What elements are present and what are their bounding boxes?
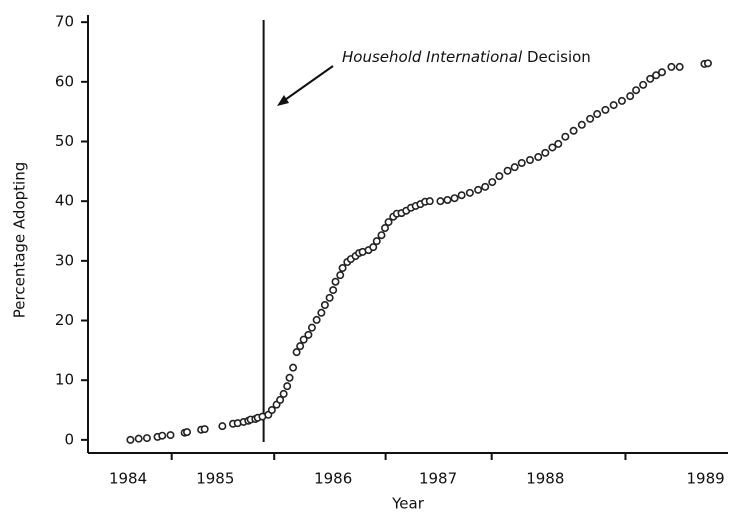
x-tick-label: 1989 — [687, 470, 725, 488]
point — [289, 363, 298, 372]
point — [200, 425, 209, 434]
point — [703, 59, 712, 68]
point — [675, 62, 684, 71]
y-tick-label: 70 — [55, 13, 74, 31]
point — [503, 166, 512, 175]
annotation-arrow — [281, 65, 334, 103]
point — [639, 80, 648, 89]
point — [495, 172, 504, 181]
point — [320, 301, 329, 310]
arrow-head — [277, 95, 289, 106]
point — [425, 197, 434, 206]
point — [586, 114, 595, 123]
point — [304, 330, 313, 339]
point — [617, 96, 626, 105]
point — [626, 92, 635, 101]
point — [377, 231, 386, 240]
point — [369, 243, 378, 252]
x-tick-label: 1984 — [109, 470, 147, 488]
annotation-italic: Household International — [342, 48, 523, 66]
point — [534, 153, 543, 162]
point — [158, 431, 167, 440]
point — [336, 271, 345, 280]
point — [525, 156, 534, 165]
point — [276, 395, 285, 404]
point — [296, 342, 305, 351]
point — [267, 406, 276, 415]
point — [218, 422, 227, 431]
point — [134, 434, 143, 443]
point — [457, 191, 466, 200]
point — [436, 197, 445, 206]
x-tick-label: 1988 — [526, 470, 564, 488]
point — [312, 315, 321, 324]
x-tick-label: 1986 — [314, 470, 352, 488]
point — [548, 143, 557, 152]
x-tick-label: 1985 — [196, 470, 234, 488]
point — [325, 293, 334, 302]
point — [283, 382, 292, 391]
y-tick-label: 10 — [55, 371, 74, 389]
point — [569, 126, 578, 135]
y-axis-label: Percentage Adopting — [11, 162, 29, 318]
point — [338, 264, 347, 273]
point — [279, 389, 288, 398]
y-tick-label: 0 — [64, 430, 74, 448]
point — [299, 335, 308, 344]
point — [292, 348, 301, 357]
point — [510, 163, 519, 172]
y-tick-label: 50 — [55, 132, 74, 150]
point — [474, 185, 483, 194]
point — [285, 373, 294, 382]
point — [481, 182, 490, 191]
point — [577, 120, 586, 129]
point — [667, 62, 676, 71]
x-tick-label: 1987 — [419, 470, 457, 488]
annotation: Household International Decision — [342, 48, 591, 66]
point — [317, 308, 326, 317]
point — [517, 158, 526, 167]
point — [381, 224, 390, 233]
x-axis-label: Year — [391, 495, 425, 513]
point — [554, 139, 563, 148]
point — [465, 188, 474, 197]
point — [657, 68, 666, 77]
point — [443, 195, 452, 204]
y-tick-label: 20 — [55, 311, 74, 329]
point — [183, 428, 192, 437]
point — [632, 86, 641, 95]
y-tick-label: 30 — [55, 251, 74, 269]
point — [601, 105, 610, 114]
point — [561, 132, 570, 141]
point — [541, 148, 550, 157]
point — [593, 110, 602, 119]
point — [372, 237, 381, 246]
point — [331, 277, 340, 286]
point — [488, 178, 497, 187]
y-tick-label: 60 — [55, 72, 74, 90]
y-tick-label: 40 — [55, 192, 74, 210]
annotation-plain: Decision — [527, 48, 591, 66]
point — [609, 101, 618, 110]
point — [142, 434, 151, 443]
point — [646, 74, 655, 83]
point — [384, 218, 393, 227]
point — [652, 71, 661, 80]
point — [166, 431, 175, 440]
point — [307, 323, 316, 332]
point — [126, 435, 135, 444]
point — [329, 286, 338, 295]
point — [450, 194, 459, 203]
